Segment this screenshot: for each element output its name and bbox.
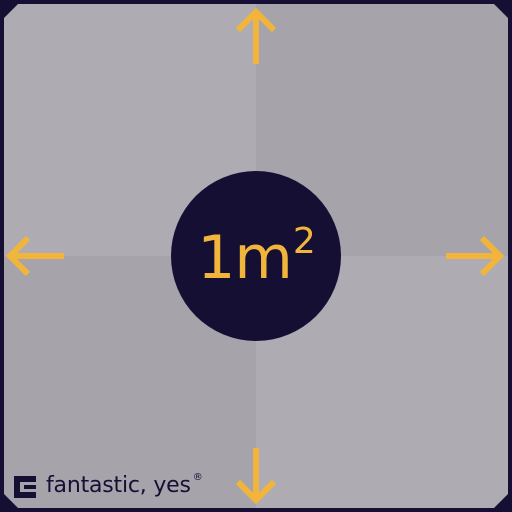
area-badge: 1m2 <box>171 171 341 341</box>
bracket-logo-icon <box>14 475 36 498</box>
registered-mark: ® <box>192 472 203 483</box>
arrow-right-icon <box>446 232 506 280</box>
area-value: 1m <box>197 223 293 293</box>
brand-name-text: fantastic, yes <box>46 473 191 498</box>
area-label: 1m2 <box>197 224 316 289</box>
arrow-down-icon <box>232 446 280 506</box>
tile-grid <box>4 4 508 508</box>
brand-lockup: fantastic, yes ® <box>14 472 203 499</box>
arrow-left-icon <box>4 232 64 280</box>
brand-name: fantastic, yes ® <box>46 472 203 498</box>
arrow-up-icon <box>232 6 280 66</box>
area-exponent: 2 <box>292 221 316 262</box>
